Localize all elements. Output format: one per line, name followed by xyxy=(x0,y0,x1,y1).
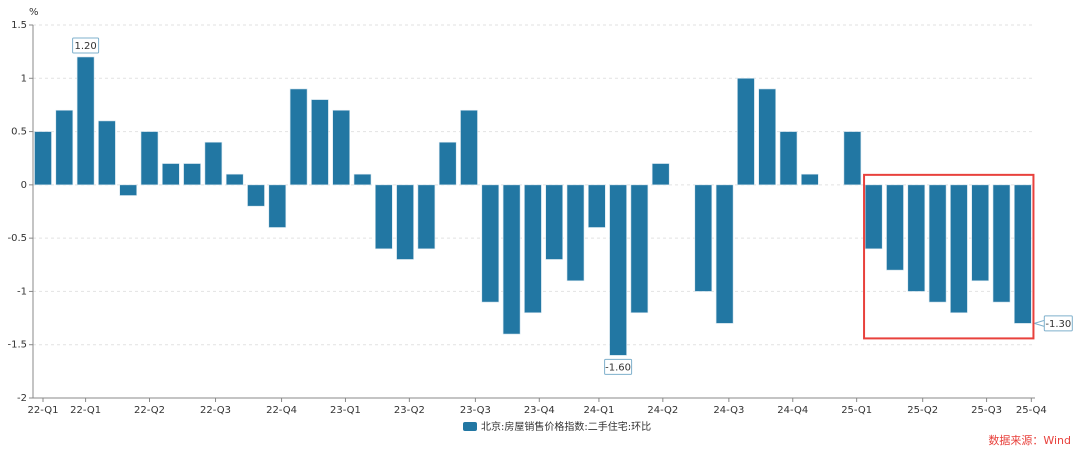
x-tick-label: 25-Q4 xyxy=(1016,405,1047,416)
highlight-box xyxy=(863,173,1035,340)
y-tick-label: -1 xyxy=(17,286,27,297)
bars xyxy=(34,56,1032,356)
bar xyxy=(651,163,670,186)
bar xyxy=(800,173,819,186)
y-tick-label: -1.5 xyxy=(7,340,27,351)
x-tick-label: 22-Q2 xyxy=(134,405,165,416)
bar xyxy=(481,184,500,303)
bar xyxy=(162,163,180,186)
x-tick-label: 23-Q3 xyxy=(460,405,491,416)
bar xyxy=(779,131,798,186)
bar xyxy=(1013,184,1032,324)
bar xyxy=(545,184,564,260)
legend[interactable]: 北京:房屋销售价格指数:二手住宅:环比 xyxy=(463,420,651,433)
bar xyxy=(311,99,329,186)
x-tick-label: 22-Q1 xyxy=(70,405,101,416)
bar xyxy=(417,184,436,250)
bar xyxy=(886,184,904,271)
x-tick-label: 24-Q1 xyxy=(583,405,614,416)
bar xyxy=(289,88,308,186)
bar xyxy=(55,109,74,186)
axes: 1.510.50-0.5-1-1.5-222-Q1 22-Q1 22-Q2 22-Q3… xyxy=(7,20,1046,416)
bar xyxy=(332,109,351,186)
x-tick-label: 24-Q3 xyxy=(713,405,744,416)
bar xyxy=(630,184,649,314)
bar xyxy=(907,184,926,292)
data-label: 1.20 xyxy=(74,41,96,52)
bar xyxy=(694,184,713,292)
bar xyxy=(34,131,52,186)
y-tick-label: 1 xyxy=(21,73,27,84)
bar xyxy=(247,184,265,207)
bar xyxy=(971,184,990,282)
bar xyxy=(758,88,777,186)
bar xyxy=(502,184,521,335)
y-tick-label: 0.5 xyxy=(11,127,27,138)
x-tick-label: 22-Q4 xyxy=(266,405,297,416)
bar xyxy=(98,120,116,186)
bar xyxy=(183,163,201,186)
bar xyxy=(992,184,1011,303)
y-tick-label: -2 xyxy=(17,393,27,404)
y-axis-unit: % xyxy=(29,7,39,18)
bar xyxy=(524,184,542,314)
x-tick-label: 25-Q1 xyxy=(841,405,872,416)
x-tick-label: 24-Q2 xyxy=(647,405,678,416)
bar xyxy=(225,173,244,186)
bar xyxy=(460,109,478,186)
y-tick-label: -0.5 xyxy=(7,233,27,244)
bar xyxy=(566,184,585,282)
bar xyxy=(864,184,883,250)
bar xyxy=(587,184,606,228)
source-note: 数据来源：Wind xyxy=(988,433,1071,447)
data-label-box xyxy=(1043,315,1073,332)
bar xyxy=(928,184,947,303)
bar xyxy=(843,131,862,186)
x-tick-label: 24-Q4 xyxy=(777,405,808,416)
bar xyxy=(204,141,223,186)
bar xyxy=(609,184,627,356)
x-tick-label: 22-Q3 xyxy=(200,405,231,416)
y-tick-label: 1.5 xyxy=(11,20,27,31)
bar xyxy=(119,184,137,196)
bar xyxy=(715,184,734,324)
y-tick-label: 0 xyxy=(21,180,27,191)
x-tick-label: 23-Q4 xyxy=(524,405,555,416)
legend-label: 北京:房屋销售价格指数:二手住宅:环比 xyxy=(481,420,651,433)
data-label-box xyxy=(72,37,100,54)
bar xyxy=(396,184,414,260)
x-tick-label: 23-Q2 xyxy=(394,405,425,416)
x-tick-label: 25-Q3 xyxy=(971,405,1002,416)
data-label-pointer xyxy=(1032,319,1045,327)
x-tick-label: 25-Q2 xyxy=(907,405,938,416)
annotations: 1.20 -1.60 -1.30 xyxy=(72,37,1073,375)
data-label: -1.30 xyxy=(1045,319,1071,330)
bar xyxy=(438,141,457,186)
x-tick-label: 22-Q1 xyxy=(28,405,59,416)
bar xyxy=(374,184,393,250)
data-label-box xyxy=(604,358,633,375)
data-label: -1.60 xyxy=(605,362,631,373)
bar xyxy=(737,77,755,186)
bar xyxy=(950,184,968,314)
x-tick-label: 23-Q1 xyxy=(330,405,361,416)
legend-swatch xyxy=(463,422,477,431)
bar xyxy=(76,56,95,186)
bar xyxy=(353,173,372,186)
bar xyxy=(140,131,159,186)
bar xyxy=(268,184,287,228)
